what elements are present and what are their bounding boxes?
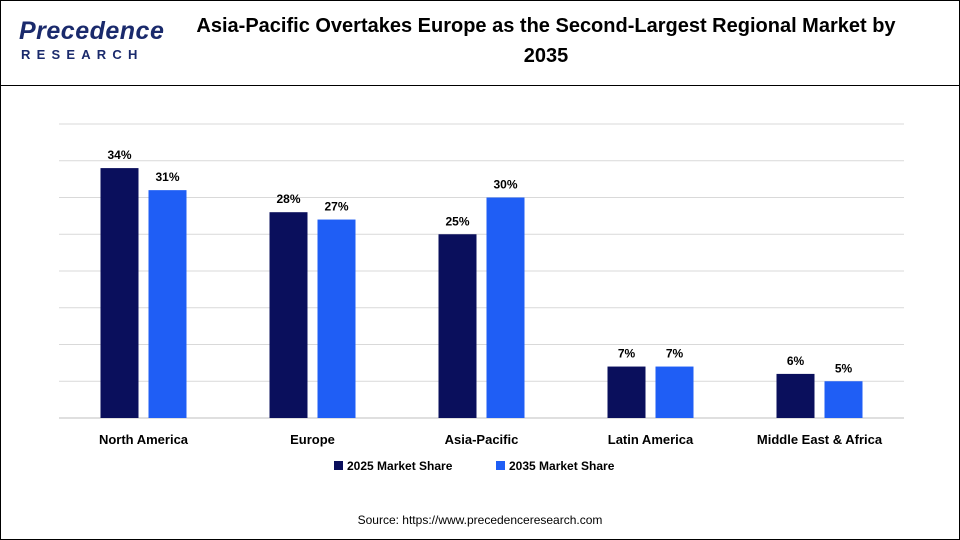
bar-2025 — [776, 373, 815, 418]
header: Precedence RESEARCH Asia-Pacific Overtak… — [1, 1, 959, 86]
bar-2025 — [438, 234, 477, 418]
bar-2035 — [824, 381, 863, 418]
legend-label: 2025 Market Share — [347, 459, 453, 473]
bar-2025 — [269, 212, 308, 418]
precedence-research-logo: Precedence RESEARCH — [19, 17, 169, 67]
data-label: 30% — [493, 178, 517, 192]
logo-subtitle: RESEARCH — [21, 47, 144, 62]
x-tick-label: North America — [99, 432, 189, 447]
data-label: 6% — [787, 354, 805, 368]
source-note: Source: https://www.precedenceresearch.c… — [357, 513, 603, 527]
chart-title: Asia-Pacific Overtakes Europe as the Sec… — [196, 15, 896, 67]
legend-swatch — [334, 461, 343, 470]
data-label: 5% — [835, 361, 853, 375]
x-tick-label: Latin America — [608, 432, 694, 447]
x-tick-label: Europe — [290, 432, 335, 447]
bar-2035 — [148, 190, 187, 418]
data-label: 7% — [666, 347, 684, 361]
bar-2025 — [100, 168, 139, 418]
bar-2035 — [317, 219, 356, 418]
bar-2035 — [486, 197, 525, 418]
data-label: 25% — [445, 214, 469, 228]
legend-swatch — [496, 461, 505, 470]
data-label: 27% — [324, 200, 348, 214]
x-tick-label: Asia-Pacific — [445, 432, 519, 447]
bar-2035 — [655, 366, 694, 418]
bar-2025 — [607, 366, 646, 418]
data-label: 7% — [618, 347, 636, 361]
legend-label: 2035 Market Share — [509, 459, 615, 473]
data-label: 34% — [107, 148, 131, 162]
logo-wordmark: Precedence — [19, 17, 165, 45]
data-label: 31% — [155, 170, 179, 184]
x-tick-label: Middle East & Africa — [757, 432, 883, 447]
data-label: 28% — [276, 192, 300, 206]
